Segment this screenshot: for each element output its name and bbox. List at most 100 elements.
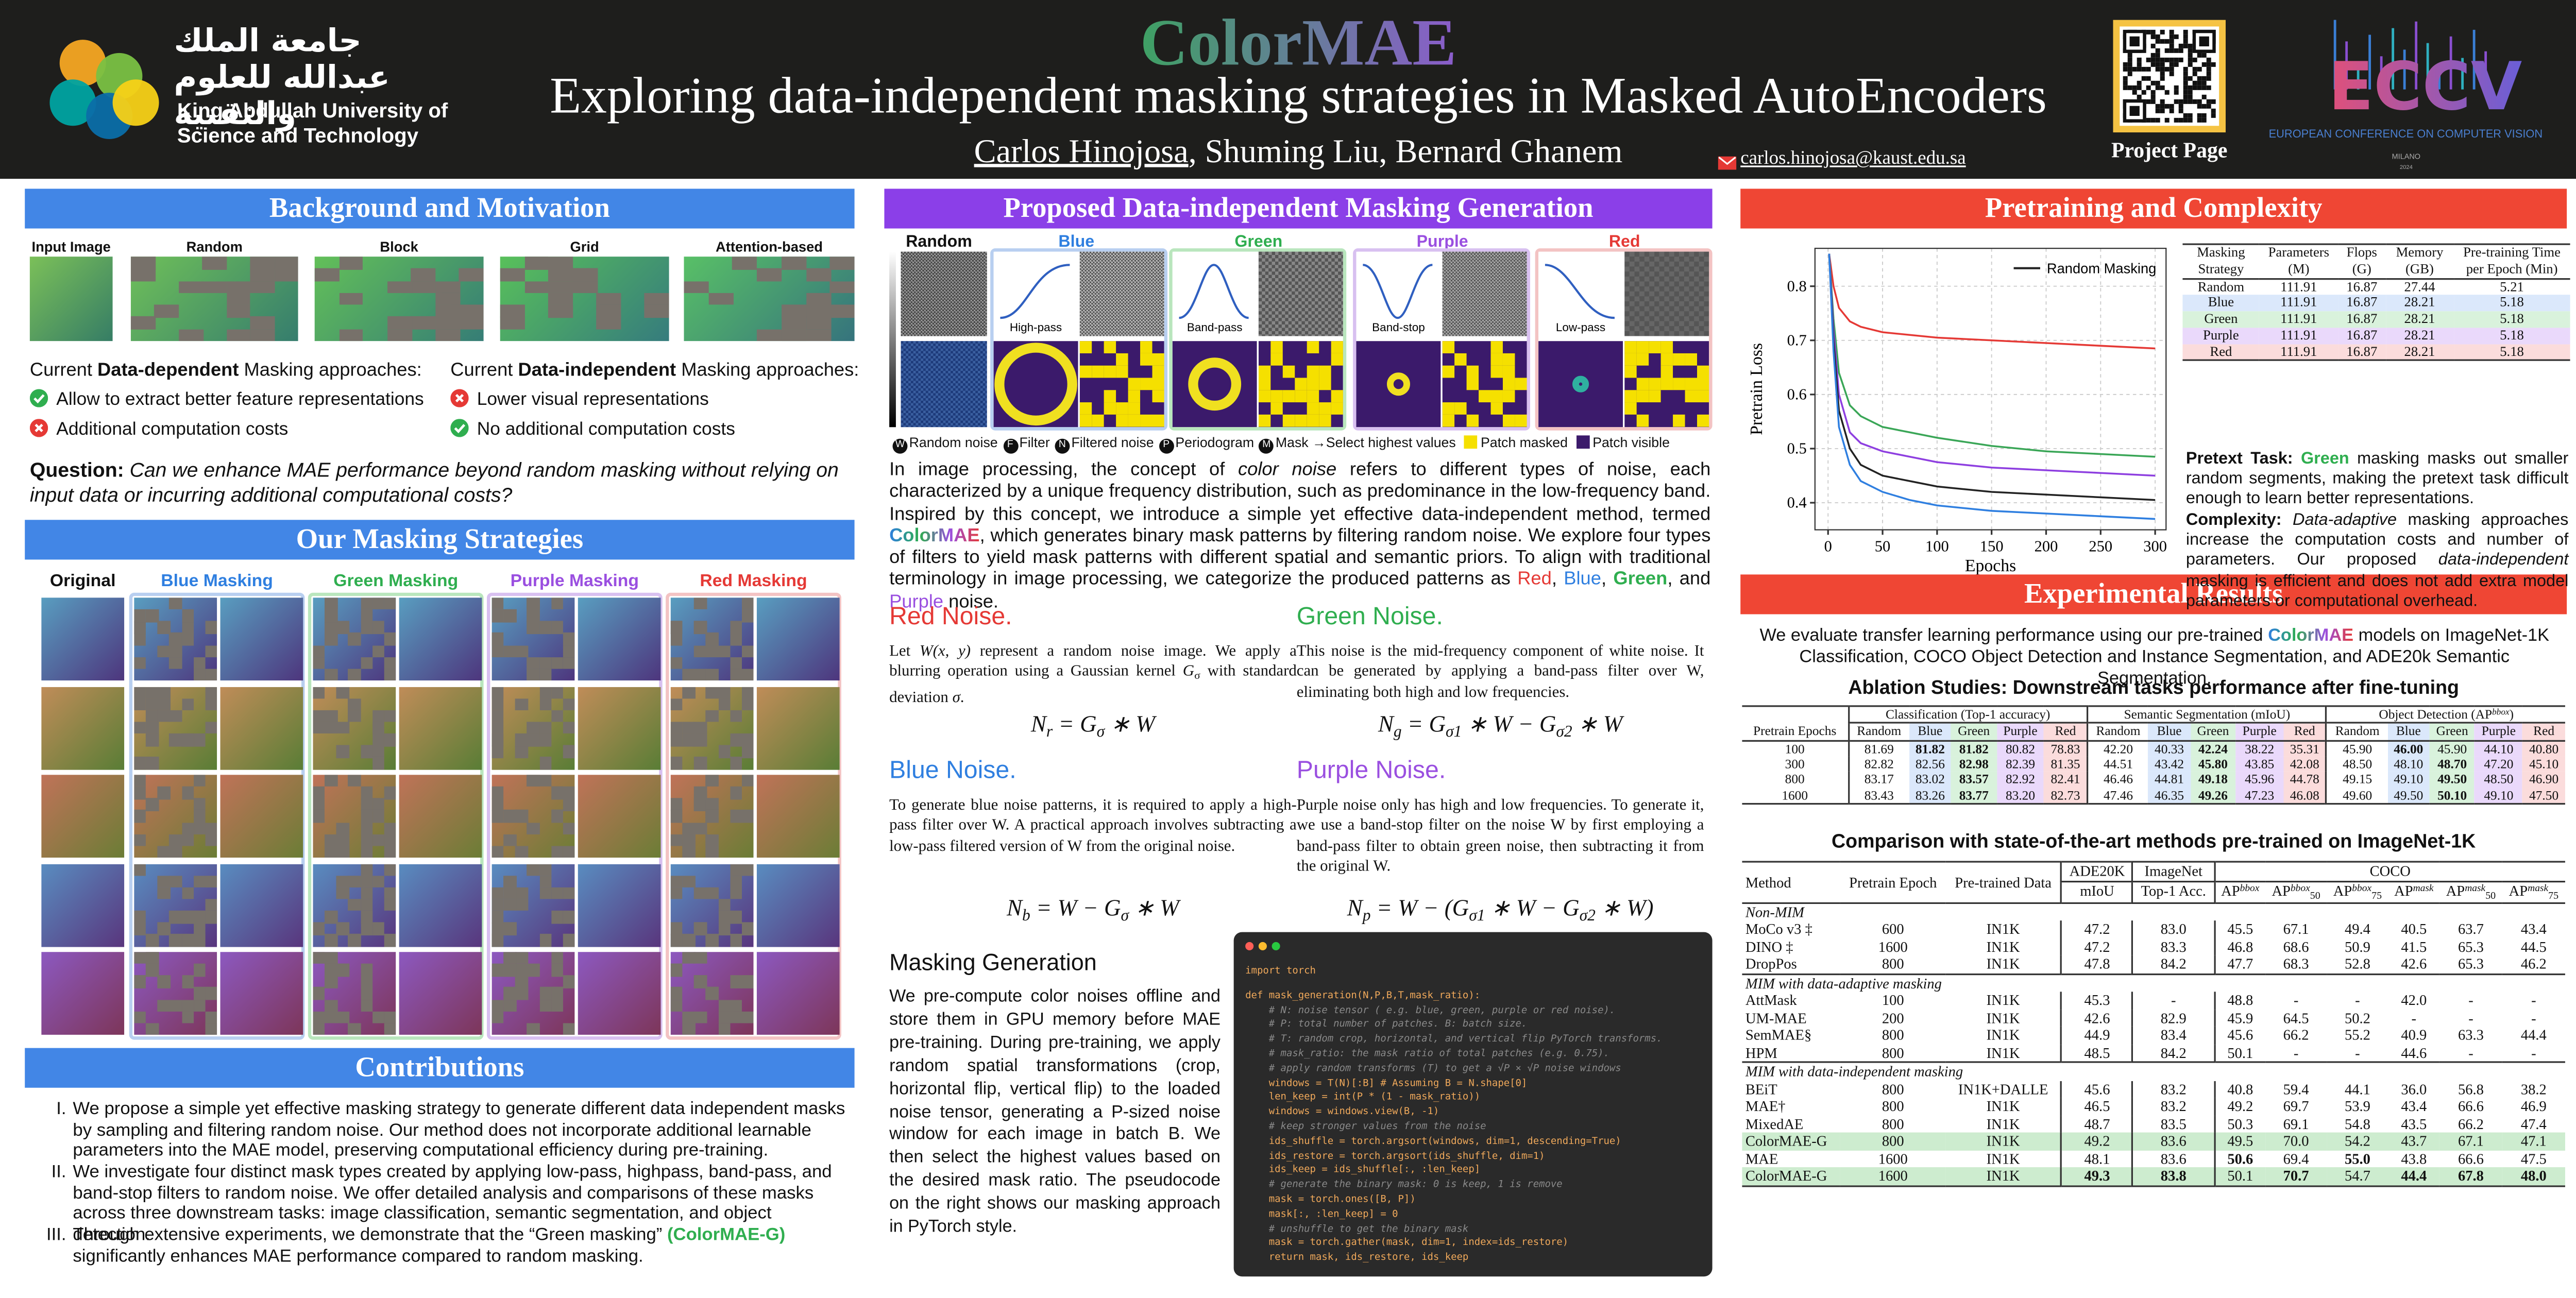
mask-group (487, 592, 663, 1040)
qr-module (2123, 62, 2128, 67)
text-run: mask (2528, 883, 2549, 894)
qr-module (2206, 66, 2211, 72)
qr-module (2188, 85, 2193, 90)
mask-patch (694, 645, 707, 658)
text-run: In image processing, the concept of (889, 460, 1238, 481)
image (492, 775, 575, 858)
cell: 49.60 (2326, 787, 2387, 804)
mask-patch (781, 257, 806, 269)
mask-group (1169, 248, 1347, 431)
mask-patch (134, 657, 147, 670)
mask-patch (170, 911, 182, 923)
text-run: mask (2465, 883, 2486, 894)
qr-module (2146, 29, 2151, 35)
mask-patch (193, 822, 206, 834)
text-run: b (1022, 907, 1030, 926)
code-line: mask = torch.gather(mask, dim=1, index=i… (1245, 1239, 1569, 1249)
mask-patch (384, 669, 396, 681)
mask-patch (250, 268, 275, 281)
mask-patch (694, 597, 707, 610)
filter-curve (1179, 264, 1249, 319)
patch-masked (1152, 414, 1164, 427)
column-label: Green Masking (333, 571, 459, 591)
text-run: We evaluate transfer learning performanc… (1759, 626, 2268, 646)
patch-masked (1624, 390, 1637, 403)
mask-patch (694, 757, 707, 770)
cell: IN1K+DALLE (1958, 1080, 2048, 1098)
image (670, 775, 754, 858)
cell: 1600 (1878, 1167, 1908, 1184)
loss-curve (1828, 253, 2156, 477)
cell: IN1K (1986, 1115, 2020, 1132)
cell: Green (2204, 311, 2238, 327)
qr-module (2174, 99, 2179, 104)
qr-module (2183, 80, 2188, 86)
qr-module (2188, 53, 2193, 58)
mask-patch (226, 281, 251, 294)
qr-module (2160, 85, 2165, 90)
group-header: Classification (Top-1 accuracy) (1847, 706, 2088, 724)
text-run: ∗ W − G (1462, 713, 1556, 739)
cell: Random (2197, 279, 2245, 294)
cell: 49.50 (2429, 772, 2475, 788)
column-header: Flops (G) (2346, 245, 2377, 277)
cell: - (2355, 992, 2360, 1009)
qr-module (2188, 48, 2193, 53)
text-run: Purple noise only has high and low frequ… (1296, 796, 1704, 876)
qr-module (2137, 85, 2142, 90)
mask-patch (503, 834, 516, 846)
subheader: Red (2283, 723, 2327, 741)
mask-patch (500, 268, 525, 281)
mask-patch (492, 899, 504, 912)
text-run: 50 (2485, 890, 2496, 901)
mask-patch (757, 268, 782, 281)
cell: 46.8 (2213, 938, 2265, 956)
patch-masked (1649, 378, 1661, 390)
ablation-table: Classification (Top-1 accuracy) Semantic … (1742, 705, 2565, 805)
text-run: = W − G (1030, 897, 1121, 923)
legend-label: Random Masking (2047, 260, 2157, 276)
mask-patch (563, 976, 575, 988)
patch-masked (1104, 365, 1116, 378)
qr-module (2206, 62, 2211, 67)
mask-patch (181, 787, 194, 799)
cell: 45.6 (2060, 1080, 2133, 1098)
cell: 82.9 (2131, 1009, 2215, 1027)
patch-masked (1282, 390, 1295, 403)
envelope-flap (1718, 157, 1736, 165)
mask-patch (226, 304, 251, 318)
mask-patch (515, 976, 528, 988)
mask-patch (205, 1022, 217, 1035)
qr-module (2155, 104, 2160, 109)
image (220, 952, 303, 1035)
mask-patch (694, 887, 707, 900)
mask-patch (134, 775, 147, 788)
qr-module (2178, 43, 2183, 48)
qr-module (2211, 99, 2216, 104)
mask-patch (682, 686, 695, 699)
cell: 52.8 (2344, 955, 2370, 972)
mask-patch (548, 257, 573, 269)
cell: 49.18 (2190, 772, 2236, 788)
cell: IN1K (1986, 1150, 2020, 1167)
image (41, 597, 125, 681)
cell: - (2468, 992, 2473, 1009)
image (313, 686, 396, 770)
mask-patch (360, 609, 373, 622)
text-run: bbox (2240, 885, 2260, 895)
mask-patch (181, 999, 194, 1012)
qr-module (2169, 43, 2174, 48)
cell: DINO ‡ (1745, 938, 1793, 955)
cell: 45.3 (2060, 992, 2133, 1010)
mask-patch (193, 987, 206, 1000)
legend-key: M (1259, 438, 1274, 454)
qr-module (2188, 113, 2193, 118)
image-label: Grid (570, 238, 599, 255)
mask-patch (670, 633, 683, 646)
text-run: Current (29, 361, 98, 381)
x-tick-label: 200 (2035, 537, 2058, 555)
patch-masked (1116, 353, 1128, 366)
authors: Carlos Hinojosa, Shuming Liu, Bernard Gh… (802, 134, 1795, 172)
image (220, 775, 303, 858)
